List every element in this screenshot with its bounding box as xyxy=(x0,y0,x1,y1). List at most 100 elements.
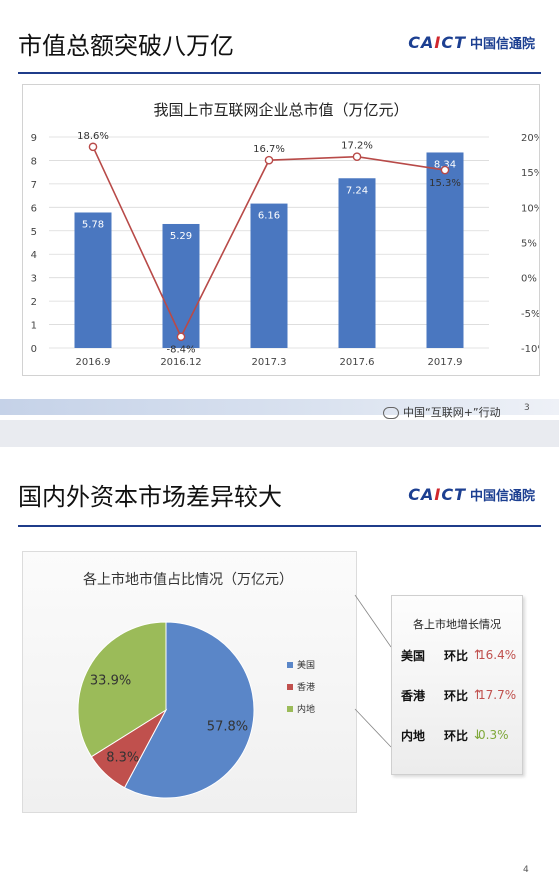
growth-label: 18.6% xyxy=(77,131,109,142)
bar-value-label: 7.24 xyxy=(346,185,368,196)
pie-chart-title: 各上市地市值占比情况（万亿元） xyxy=(83,571,293,588)
page-number: 3 xyxy=(524,403,530,413)
slide-title: 国内外资本市场差异较大 xyxy=(18,483,282,511)
pie-slice xyxy=(77,621,167,758)
y2-tick-label: -10% xyxy=(521,344,539,355)
logo-text-b: I xyxy=(434,485,442,504)
y2-tick-label: 0% xyxy=(521,274,537,285)
y-tick-label: 6 xyxy=(31,203,37,214)
watermark-text: 中国“互联网+”行动 xyxy=(403,406,501,419)
y-tick-label: 7 xyxy=(31,180,37,191)
footer-band xyxy=(0,399,559,415)
pie-slice-label: 33.9% xyxy=(90,673,131,688)
pie-slice xyxy=(123,621,255,799)
x-tick-label: 2016.12 xyxy=(160,357,201,368)
y-tick-label: 1 xyxy=(31,321,37,332)
growth-label: 15.3% xyxy=(429,178,461,189)
bar-value-label: 6.16 xyxy=(258,211,280,222)
callout-line-top xyxy=(354,594,392,648)
growth-value: 16.4% xyxy=(478,648,517,662)
y2-tick-label: 15% xyxy=(521,168,539,179)
logo-cn-text: 中国信通院 xyxy=(469,37,535,52)
bar xyxy=(74,212,112,348)
y-tick-label: 8 xyxy=(31,156,37,167)
logo-text-c: CT xyxy=(441,485,466,504)
y-tick-label: 2 xyxy=(31,297,37,308)
y2-tick-label: -5% xyxy=(521,309,539,320)
pie-slice-label: 8.3% xyxy=(106,750,139,765)
growth-point xyxy=(440,165,450,175)
y-tick-label: 4 xyxy=(31,250,37,261)
x-tick-label: 2017.9 xyxy=(428,357,463,368)
y-tick-label: 3 xyxy=(31,274,37,285)
bar-value-label: 5.29 xyxy=(170,231,192,242)
growth-value: 17.7% xyxy=(478,688,517,702)
growth-title: 各上市地增长情况 xyxy=(413,618,501,631)
logo-text-a: CA xyxy=(408,485,435,504)
slide-market-cap: 市值总额突破八万亿 CAICT 中国信通院 我国上市互联网企业总市值（万亿元） … xyxy=(0,0,559,420)
slide-capital-markets: 国内外资本市场差异较大 CAICT 中国信通院 各上市地市值占比情况（万亿元） … xyxy=(0,447,559,884)
growth-point xyxy=(88,142,98,152)
growth-label: 环比 xyxy=(444,728,469,743)
title-rule xyxy=(18,72,541,74)
bar-value-label: 5.78 xyxy=(82,219,104,230)
bar xyxy=(162,223,200,348)
growth-summary-box: 各上市地增长情况 美国 环比 ↑ 16.4% 香港 环比 ↑ 17.7% 内地 … xyxy=(391,595,523,775)
growth-row-mainland: 内地 环比 ↓ 0.3% xyxy=(392,722,522,748)
y-tick-label: 0 xyxy=(31,344,37,355)
market-share-pie-chart: 各上市地市值占比情况（万亿元） 57.8% 8.3% 33.9% 美国香港内地 xyxy=(22,551,357,813)
growth-row-us: 美国 环比 ↑ 16.4% xyxy=(392,642,522,668)
growth-row-hk: 香港 环比 ↑ 17.7% xyxy=(392,682,522,708)
legend-label: 内地 xyxy=(297,703,315,715)
wechat-icon xyxy=(383,407,399,419)
y-tick-label: 5 xyxy=(31,227,37,238)
legend-swatch xyxy=(287,662,293,668)
legend-label: 香港 xyxy=(297,681,315,693)
growth-label: 环比 xyxy=(444,648,469,663)
bar xyxy=(338,178,376,348)
logo-text-a: CA xyxy=(408,33,435,52)
growth-label: 16.7% xyxy=(253,144,285,155)
watermark: 中国“互联网+”行动 xyxy=(383,404,501,420)
bar xyxy=(426,152,464,348)
y2-tick-label: 5% xyxy=(521,239,537,250)
growth-value: 0.3% xyxy=(478,728,509,742)
title-rule xyxy=(18,525,541,527)
bar xyxy=(250,203,288,348)
callout-line-bottom xyxy=(354,708,392,748)
growth-market: 香港 xyxy=(401,688,426,703)
logo-text-b: I xyxy=(434,33,442,52)
legend-swatch xyxy=(287,684,293,690)
down-arrow-icon: ↓ xyxy=(472,727,483,743)
logo-text-c: CT xyxy=(441,33,466,52)
up-arrow-icon: ↑ xyxy=(472,647,483,663)
growth-market: 内地 xyxy=(401,728,426,743)
growth-label: -8.4% xyxy=(166,345,195,356)
growth-market: 美国 xyxy=(401,648,426,663)
x-tick-label: 2017.3 xyxy=(252,357,287,368)
chart-title: 我国上市互联网企业总市值（万亿元） xyxy=(153,101,408,119)
caict-logo: CAICT 中国信通院 xyxy=(408,485,535,504)
pie-slice-label: 57.8% xyxy=(207,719,248,734)
growth-label: 17.2% xyxy=(341,141,373,152)
growth-label: 环比 xyxy=(444,688,469,703)
market-cap-chart-svg: 我国上市互联网企业总市值（万亿元） 5.78 5.29 6.16 7.24 8.34 1… xyxy=(31,101,547,368)
legend-label: 美国 xyxy=(297,659,315,671)
up-arrow-icon: ↑ xyxy=(472,687,483,703)
growth-point xyxy=(264,155,274,165)
y2-tick-label: 20% xyxy=(521,133,539,144)
y-tick-label: 9 xyxy=(31,133,37,144)
x-tick-label: 2016.9 xyxy=(76,357,111,368)
slide-title: 市值总额突破八万亿 xyxy=(18,32,234,60)
page-number: 4 xyxy=(523,865,529,875)
market-cap-chart: 我国上市互联网企业总市值（万亿元） 5.78 5.29 6.16 7.24 8.34 1… xyxy=(22,84,547,376)
growth-point xyxy=(176,332,186,342)
legend-swatch xyxy=(287,706,293,712)
bar-value-label: 8.34 xyxy=(434,159,456,170)
growth-point xyxy=(352,152,362,161)
x-tick-label: 2017.6 xyxy=(340,357,375,368)
caict-logo: CAICT 中国信通院 xyxy=(408,33,535,52)
y2-tick-label: 10% xyxy=(521,203,539,214)
logo-cn-text: 中国信通院 xyxy=(469,489,535,504)
